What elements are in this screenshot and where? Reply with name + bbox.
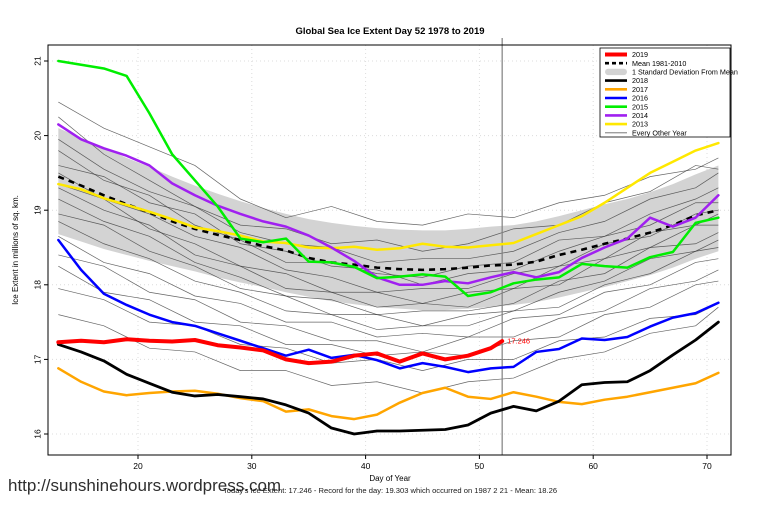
svg-text:2018: 2018 [632, 76, 648, 85]
svg-text:18: 18 [33, 280, 43, 290]
year-series-lines [56, 59, 720, 436]
every-other-year-lines [58, 101, 719, 394]
svg-text:17.246: 17.246 [507, 337, 530, 346]
svg-text:60: 60 [588, 461, 598, 471]
svg-text:2017: 2017 [632, 85, 648, 94]
chart-title: Global Sea Ice Extent Day 52 1978 to 201… [295, 26, 485, 37]
svg-text:50: 50 [475, 461, 485, 471]
svg-text:19: 19 [33, 205, 43, 215]
svg-text:Mean 1981-2010: Mean 1981-2010 [632, 59, 686, 68]
svg-text:1 Standard Deviation From Mean: 1 Standard Deviation From Mean [632, 68, 738, 77]
svg-text:70: 70 [702, 461, 712, 471]
axis-layer: 20 30 40 50 60 70 16 17 18 19 20 21 [33, 44, 732, 471]
svg-text:40: 40 [361, 461, 371, 471]
svg-text:2013: 2013 [632, 120, 648, 129]
svg-text:21: 21 [33, 56, 43, 66]
svg-text:20: 20 [33, 131, 43, 141]
svg-text:30: 30 [247, 461, 257, 471]
svg-text:Every Other Year: Every Other Year [632, 128, 687, 137]
svg-text:20: 20 [133, 461, 143, 471]
source-url: http://sunshinehours.wordpress.com [8, 476, 282, 495]
svg-text:17: 17 [33, 354, 43, 364]
mean-line [57, 175, 719, 272]
x-axis-label: Day of Year [369, 474, 411, 483]
current-value-label: 17.246 [507, 337, 530, 346]
svg-text:2015: 2015 [632, 102, 648, 111]
stddev-band [58, 128, 719, 311]
svg-text:16: 16 [33, 429, 43, 439]
svg-text:2016: 2016 [632, 94, 648, 103]
svg-text:2019: 2019 [632, 50, 648, 59]
stats-caption: Today's Ice Extent: 17.246 - Record for … [222, 486, 558, 495]
svg-text:2014: 2014 [632, 111, 648, 120]
